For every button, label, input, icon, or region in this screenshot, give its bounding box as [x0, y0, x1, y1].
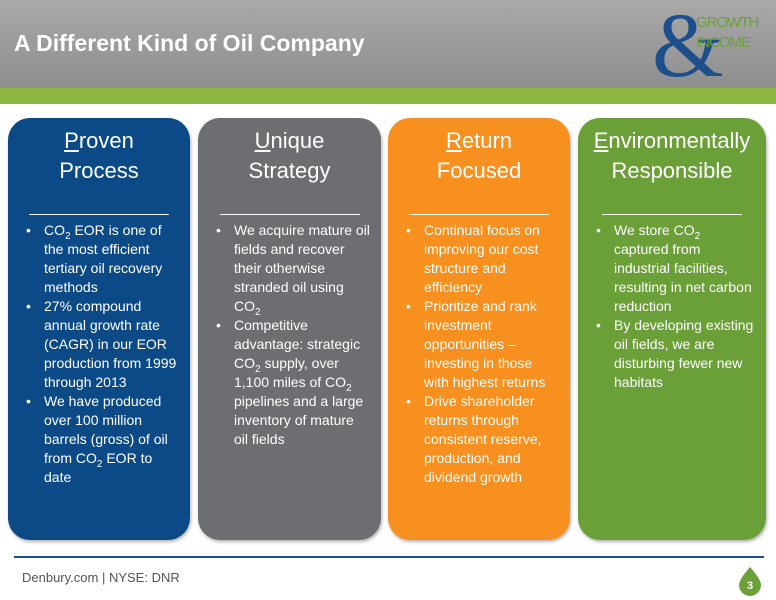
bullet: Competitive advantage: strategic CO2 sup…	[216, 316, 371, 449]
separator	[602, 214, 742, 215]
logo-symbol: &	[652, 0, 724, 96]
title-line: Responsible	[611, 158, 733, 183]
logo-line: GROWTH	[696, 14, 759, 31]
page-badge: 3	[739, 567, 761, 596]
text: pipelines and a large inventory of matur…	[234, 393, 364, 447]
text: CO	[44, 222, 65, 238]
card: ProvenProcessCO2 EOR is one of the most …	[8, 118, 190, 540]
bullet: By developing existing oil fields, we ar…	[596, 316, 756, 392]
text: captured from industrial facilities, res…	[614, 241, 752, 314]
title: A Different Kind of Oil Company	[14, 30, 365, 56]
footer-line	[14, 556, 764, 558]
card-title: Environmentally Responsible	[588, 126, 756, 190]
title-line: Proven	[64, 128, 134, 153]
title-line: Process	[59, 158, 139, 183]
card-title: Proven Process	[18, 126, 180, 190]
subscript: 2	[255, 363, 261, 375]
text: By developing existing oil fields, we ar…	[614, 317, 754, 390]
logo-line: INCOME	[696, 34, 751, 51]
bullet-list: We acquire mature oil fields and recover…	[208, 221, 371, 449]
text: 27% compound annual growth rate (CAGR) i…	[44, 298, 177, 390]
separator	[409, 214, 549, 215]
title-line: Focused	[436, 158, 522, 183]
bullet: We acquire mature oil fields and recover…	[216, 221, 371, 318]
text: EOR to date	[44, 450, 153, 485]
subscript: 2	[65, 230, 71, 242]
text: Prioritize and rank investment opportuni…	[424, 298, 546, 390]
title-line: Environmentally	[593, 128, 751, 153]
badge-shape	[739, 567, 761, 596]
bullet: We have produced over 100 million barrel…	[26, 392, 180, 487]
subscript: 2	[346, 382, 352, 394]
text: We have produced over 100 million barrel…	[44, 393, 168, 466]
bullet: 27% compound annual growth rate (CAGR) i…	[26, 297, 180, 392]
stripe	[0, 88, 776, 104]
subscript: 2	[694, 230, 701, 242]
card: Return Focused Continual focus on improvin…	[388, 118, 570, 540]
subscript: 2	[96, 458, 103, 470]
bullet: We store CO2 captured from industrial fa…	[596, 221, 756, 316]
text: EOR is one of the most efficient tertiar…	[44, 222, 163, 295]
text: Continual focus on improving our cost st…	[424, 222, 540, 295]
page-number: 3	[747, 580, 753, 592]
bullet-list: We store CO2 captured from industrial fa…	[588, 221, 756, 392]
text: supply, over 1,100 miles of CO	[234, 355, 347, 390]
card-title: Unique Strategy	[208, 126, 371, 190]
text: Competitive advantage: strategic CO	[234, 317, 361, 371]
title-line: Return	[445, 128, 513, 153]
card-title: Return Focused	[398, 126, 560, 190]
card: Environmentally Responsible We store CO2 c…	[578, 118, 766, 540]
separator	[219, 214, 360, 215]
subscript: 2	[255, 306, 261, 318]
title-line: Strategy	[248, 158, 331, 183]
header: A Different Kind of Oil Company	[0, 0, 776, 88]
footer-text: Denbury.com | NYSE: DNR	[22, 570, 180, 585]
bullet-list: Continual focus on improving our cost st…	[398, 221, 560, 487]
bullet-list: CO2 EOR is one of the most efficient ter…	[18, 221, 180, 487]
bullet: Continual focus on improving our cost st…	[406, 221, 560, 297]
logo: & GROWTH INCOME	[652, 0, 772, 96]
separator	[29, 214, 169, 215]
text: We store CO	[614, 222, 695, 238]
title-line: Unique	[254, 128, 325, 153]
text: We acquire mature oil fields and recover…	[234, 222, 370, 314]
text: Drive shareholder returns through consis…	[424, 393, 542, 485]
card: Unique Strategy We acquire mature oil fiel…	[198, 118, 381, 540]
bullet: Prioritize and rank investment opportuni…	[406, 297, 560, 392]
bullet: CO2 EOR is one of the most efficient ter…	[26, 221, 180, 297]
bullet: Drive shareholder returns through consis…	[406, 392, 560, 487]
